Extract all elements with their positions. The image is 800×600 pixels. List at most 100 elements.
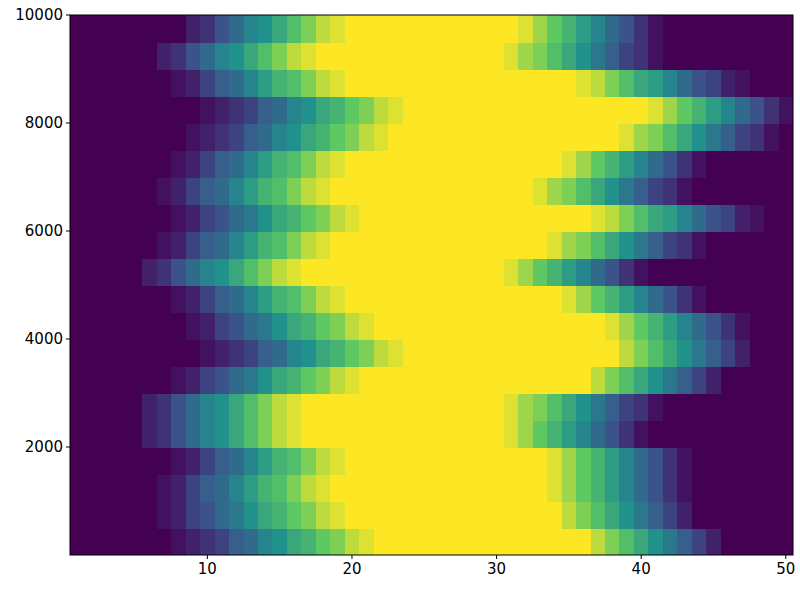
heatmap-cell [475, 231, 490, 259]
heatmap-cell [374, 312, 389, 340]
heatmap-cell [591, 150, 606, 178]
heatmap-cell [142, 96, 157, 124]
heatmap-cell [244, 15, 259, 43]
heatmap-cell [504, 393, 519, 421]
heatmap-cell [142, 366, 157, 394]
heatmap-cell [186, 528, 201, 555]
heatmap-cell [764, 177, 779, 205]
heatmap-cell [272, 393, 287, 421]
heatmap-cell [648, 204, 663, 232]
heatmap-cell [200, 204, 215, 232]
heatmap-cell [359, 339, 374, 367]
heatmap-cell [99, 15, 114, 43]
heatmap-cell [605, 123, 620, 151]
heatmap-cell [244, 204, 259, 232]
heatmap-cell [475, 339, 490, 367]
heatmap-cell [446, 258, 461, 286]
heatmap-cell [157, 501, 172, 529]
heatmap-cell [316, 447, 331, 475]
x-tick [785, 555, 786, 559]
heatmap-cell [547, 258, 562, 286]
heatmap-cell [374, 339, 389, 367]
heatmap-cell [171, 528, 186, 555]
heatmap-cell [403, 204, 418, 232]
heatmap-cell [706, 42, 721, 70]
heatmap-cell [721, 177, 736, 205]
heatmap-cell [779, 528, 793, 555]
heatmap-cell [70, 204, 85, 232]
heatmap-cell [374, 420, 389, 448]
heatmap-cell [388, 15, 403, 43]
heatmap-cell [316, 393, 331, 421]
y-tick-label: 4000 [25, 330, 63, 348]
heatmap-cell [171, 123, 186, 151]
heatmap-cell [84, 231, 99, 259]
heatmap-cell [113, 366, 128, 394]
heatmap-cell [345, 285, 360, 313]
heatmap-cell [70, 150, 85, 178]
heatmap-cell [721, 69, 736, 97]
heatmap-cell [403, 69, 418, 97]
heatmap-cell [186, 42, 201, 70]
heatmap-cell [605, 15, 620, 43]
heatmap-cell [417, 285, 432, 313]
heatmap-cell [779, 150, 793, 178]
heatmap-cell [721, 231, 736, 259]
heatmap-cell [605, 204, 620, 232]
heatmap-cell [359, 96, 374, 124]
heatmap-cell [663, 393, 678, 421]
heatmap-cell [562, 42, 577, 70]
heatmap-cell [692, 15, 707, 43]
heatmap-cell [186, 474, 201, 502]
heatmap-cell [750, 42, 765, 70]
x-tick-label: 20 [342, 560, 361, 578]
heatmap-cell [576, 528, 591, 555]
heatmap-cell [200, 474, 215, 502]
heatmap-cell [432, 528, 447, 555]
heatmap-cell [171, 339, 186, 367]
heatmap-cell [287, 204, 302, 232]
heatmap-cell [128, 501, 143, 529]
heatmap-cell [388, 366, 403, 394]
heatmap-cell [186, 69, 201, 97]
heatmap-cell [99, 123, 114, 151]
heatmap-cell [157, 312, 172, 340]
heatmap-cell [591, 177, 606, 205]
heatmap-cell [200, 366, 215, 394]
heatmap-cell [128, 474, 143, 502]
heatmap-cell [258, 96, 273, 124]
heatmap-cell [663, 447, 678, 475]
heatmap-cell [489, 231, 504, 259]
heatmap-cell [70, 231, 85, 259]
heatmap-cell [446, 96, 461, 124]
heatmap-cell [142, 15, 157, 43]
heatmap-cell [70, 285, 85, 313]
heatmap-cell [663, 150, 678, 178]
heatmap-cell [533, 258, 548, 286]
heatmap-cell [215, 96, 230, 124]
heatmap-cell [272, 420, 287, 448]
heatmap-cell [345, 501, 360, 529]
heatmap-cell [70, 69, 85, 97]
heatmap-cell [359, 231, 374, 259]
heatmap-cell [504, 150, 519, 178]
heatmap-cell [316, 69, 331, 97]
heatmap-cell [663, 15, 678, 43]
heatmap-cell [591, 285, 606, 313]
heatmap-cell [648, 285, 663, 313]
heatmap-cell [186, 204, 201, 232]
heatmap-cell [504, 123, 519, 151]
heatmap-cell [99, 312, 114, 340]
heatmap-cell [605, 96, 620, 124]
heatmap-cell [244, 258, 259, 286]
heatmap-cell [706, 366, 721, 394]
heatmap-cell [272, 15, 287, 43]
heatmap-cell [99, 285, 114, 313]
heatmap-cell [504, 42, 519, 70]
heatmap-cell [345, 393, 360, 421]
heatmap-cell [677, 339, 692, 367]
heatmap-cell [619, 420, 634, 448]
heatmap-cell [648, 312, 663, 340]
heatmap-cell [84, 312, 99, 340]
heatmap-cell [605, 474, 620, 502]
